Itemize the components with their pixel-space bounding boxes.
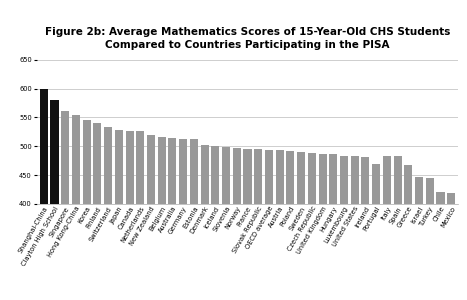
Bar xyxy=(265,150,273,300)
Bar xyxy=(83,120,91,300)
Bar xyxy=(40,88,48,300)
Bar xyxy=(212,146,219,300)
Bar xyxy=(147,135,155,300)
Bar xyxy=(394,155,402,300)
Bar xyxy=(61,110,69,300)
Bar xyxy=(243,148,252,300)
Bar xyxy=(254,149,262,300)
Bar xyxy=(136,131,144,300)
Bar xyxy=(318,154,326,300)
Bar xyxy=(72,115,80,300)
Bar xyxy=(340,156,348,300)
Bar xyxy=(308,153,316,300)
Bar xyxy=(447,193,455,300)
Bar xyxy=(104,127,112,300)
Bar xyxy=(383,156,391,300)
Bar xyxy=(115,130,123,300)
Bar xyxy=(372,164,380,300)
Bar xyxy=(190,140,198,300)
Bar xyxy=(297,152,305,300)
Bar xyxy=(93,123,101,300)
Bar xyxy=(50,100,58,300)
Bar xyxy=(276,150,283,300)
Bar xyxy=(351,156,359,300)
Bar xyxy=(158,137,166,300)
Title: Figure 2b: Average Mathematics Scores of 15-Year-Old CHS Students
Compared to Co: Figure 2b: Average Mathematics Scores of… xyxy=(45,27,450,50)
Bar xyxy=(415,177,423,300)
Bar xyxy=(404,165,412,300)
Bar xyxy=(126,131,134,300)
Bar xyxy=(361,157,369,300)
Bar xyxy=(179,139,187,300)
Bar xyxy=(426,178,434,300)
Bar xyxy=(222,148,230,300)
Bar xyxy=(169,138,177,300)
Bar xyxy=(286,151,294,300)
Bar xyxy=(329,154,337,300)
Bar xyxy=(437,193,445,300)
Bar xyxy=(201,145,209,300)
Bar xyxy=(233,148,241,300)
